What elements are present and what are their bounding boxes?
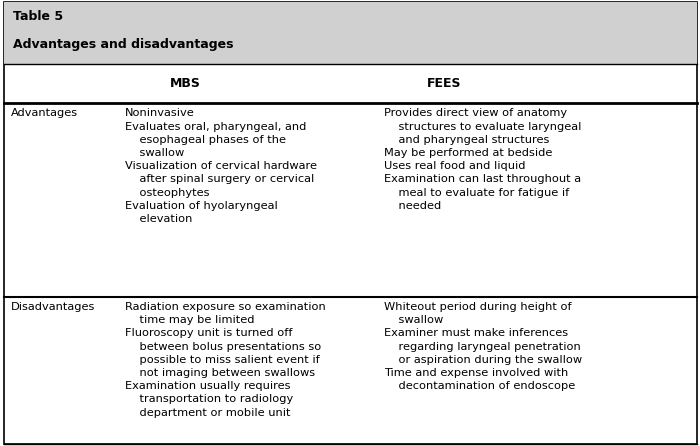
Text: FEES: FEES [427,77,462,90]
Text: Whiteout period during height of
    swallow
Examiner must make inferences
    r: Whiteout period during height of swallow… [384,302,582,391]
Text: Advantages: Advantages [11,108,78,118]
Text: Table 5: Table 5 [13,10,63,23]
Text: Noninvasive
Evaluates oral, pharyngeal, and
    esophageal phases of the
    swa: Noninvasive Evaluates oral, pharyngeal, … [125,108,316,224]
Text: MBS: MBS [170,77,201,90]
Bar [4,2,696,64]
Text: Advantages and disadvantages: Advantages and disadvantages [13,38,233,51]
Text: Disadvantages: Disadvantages [11,302,96,312]
Text: Radiation exposure so examination
    time may be limited
Fluoroscopy unit is tu: Radiation exposure so examination time m… [125,302,326,417]
Text: Provides direct view of anatomy
    structures to evaluate laryngeal
    and pha: Provides direct view of anatomy structur… [384,108,581,211]
